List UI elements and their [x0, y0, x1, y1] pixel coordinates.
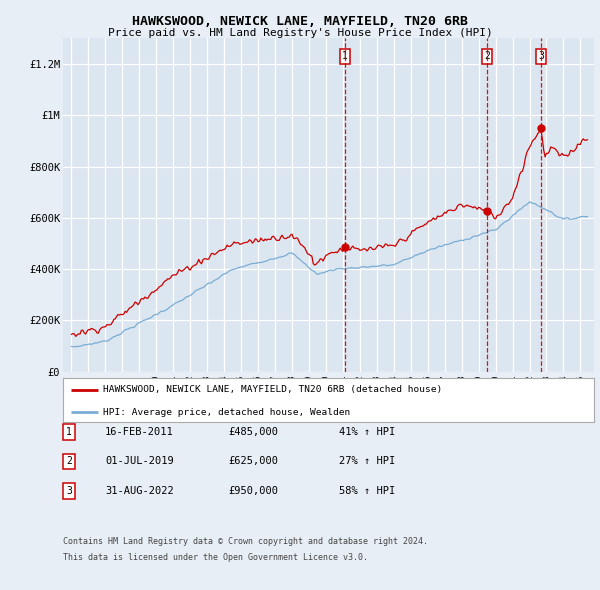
Text: 2: 2 — [66, 457, 72, 466]
Text: 01-JUL-2019: 01-JUL-2019 — [105, 457, 174, 466]
Text: 58% ↑ HPI: 58% ↑ HPI — [339, 486, 395, 496]
Text: 27% ↑ HPI: 27% ↑ HPI — [339, 457, 395, 466]
Text: HAWKSWOOD, NEWICK LANE, MAYFIELD, TN20 6RB (detached house): HAWKSWOOD, NEWICK LANE, MAYFIELD, TN20 6… — [103, 385, 442, 395]
Text: Contains HM Land Registry data © Crown copyright and database right 2024.: Contains HM Land Registry data © Crown c… — [63, 537, 428, 546]
Text: Price paid vs. HM Land Registry's House Price Index (HPI): Price paid vs. HM Land Registry's House … — [107, 28, 493, 38]
Text: £950,000: £950,000 — [228, 486, 278, 496]
Text: 41% ↑ HPI: 41% ↑ HPI — [339, 427, 395, 437]
Text: 3: 3 — [66, 486, 72, 496]
Text: 1: 1 — [66, 427, 72, 437]
Text: This data is licensed under the Open Government Licence v3.0.: This data is licensed under the Open Gov… — [63, 553, 368, 562]
Text: 1: 1 — [342, 51, 348, 61]
Text: £625,000: £625,000 — [228, 457, 278, 466]
Text: 3: 3 — [538, 51, 544, 61]
Text: 2: 2 — [484, 51, 490, 61]
Text: 31-AUG-2022: 31-AUG-2022 — [105, 486, 174, 496]
Text: 16-FEB-2011: 16-FEB-2011 — [105, 427, 174, 437]
Text: HPI: Average price, detached house, Wealden: HPI: Average price, detached house, Weal… — [103, 408, 350, 417]
Text: £485,000: £485,000 — [228, 427, 278, 437]
Text: HAWKSWOOD, NEWICK LANE, MAYFIELD, TN20 6RB: HAWKSWOOD, NEWICK LANE, MAYFIELD, TN20 6… — [132, 15, 468, 28]
